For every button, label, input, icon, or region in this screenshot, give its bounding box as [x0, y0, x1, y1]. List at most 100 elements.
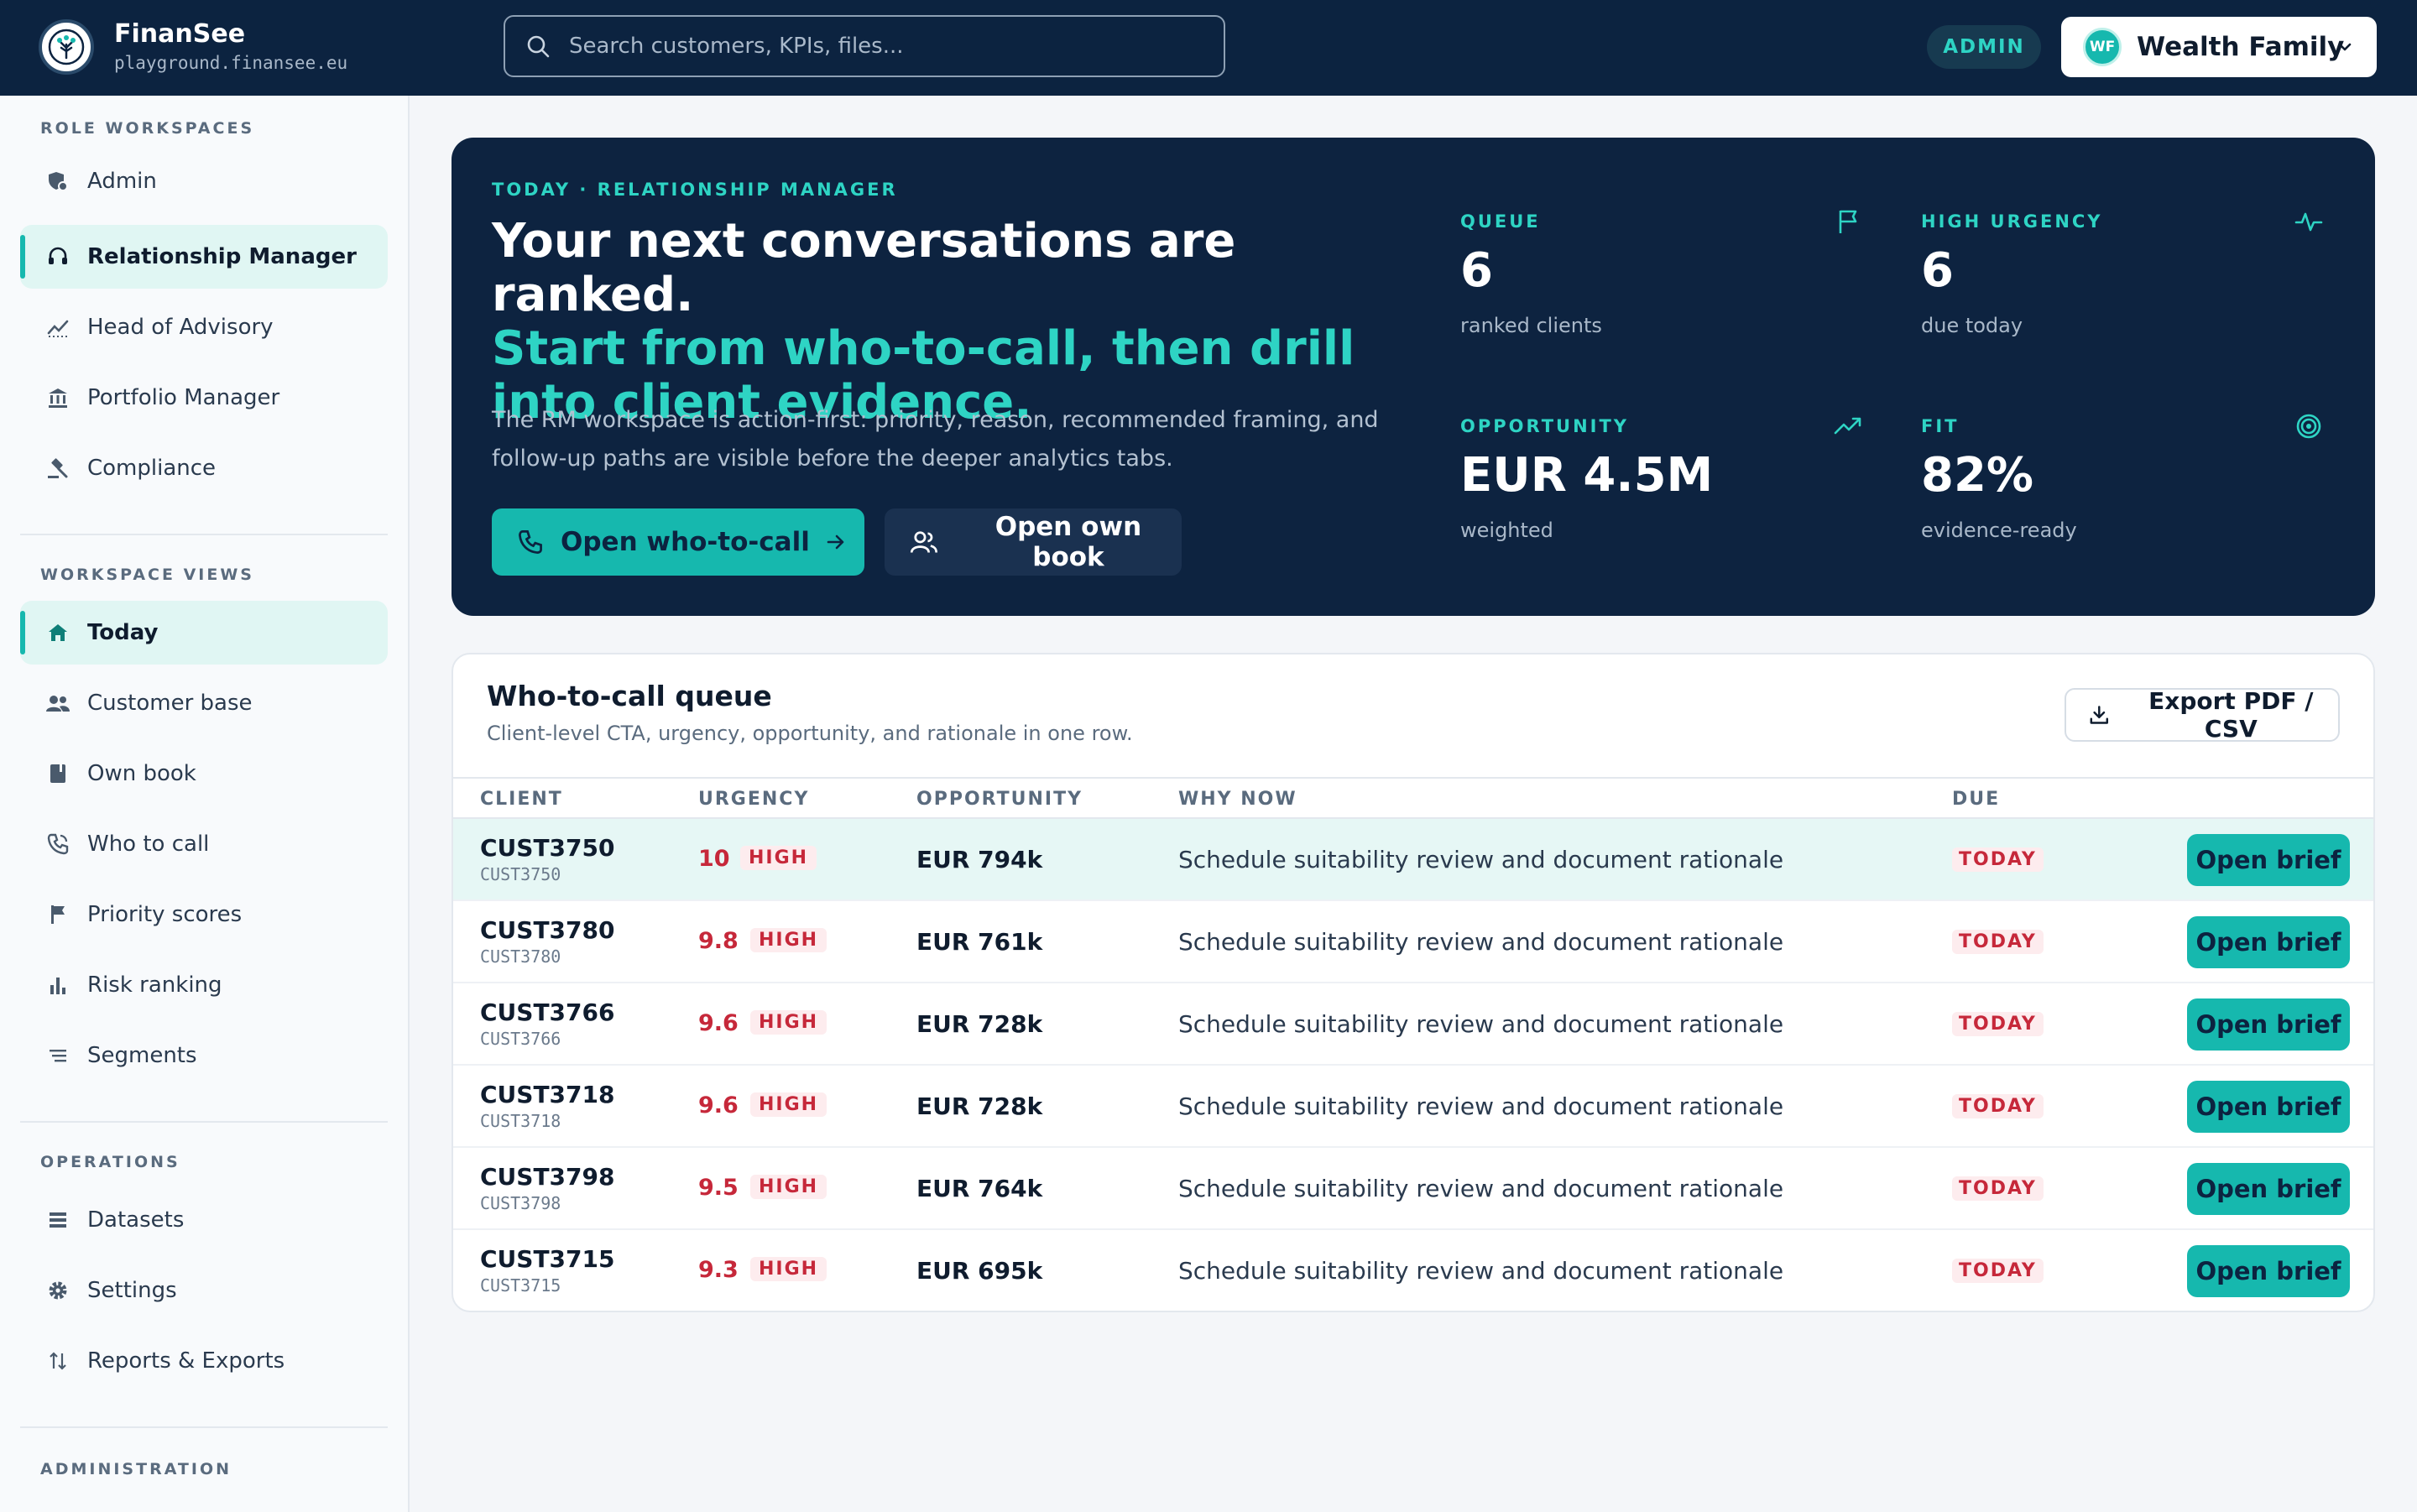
due-badge: TODAY	[1952, 1012, 2044, 1036]
sidebar-item-settings[interactable]: Settings	[20, 1259, 388, 1322]
open-brief-button[interactable]: Open brief	[2187, 1081, 2350, 1133]
opportunity-value: EUR 794k	[916, 846, 1043, 873]
kpi-sub: due today	[1921, 314, 2023, 337]
sidebar-item-label: Admin	[87, 169, 157, 194]
kpi-opportunity: OPPORTUNITY EUR 4.5M weighted	[1460, 416, 1863, 584]
kpi-sub: weighted	[1460, 519, 1553, 542]
open-brief-button[interactable]: Open brief	[2187, 916, 2350, 968]
sidebar-item-segments[interactable]: Segments	[20, 1024, 388, 1087]
open-brief-button[interactable]: Open brief	[2187, 1163, 2350, 1215]
client-id: CUST3750	[480, 834, 615, 862]
brand-domain: playground.finansee.eu	[114, 53, 348, 73]
sidebar-section-title: ADMINISTRATION	[40, 1460, 232, 1478]
kpi-sub: ranked clients	[1460, 314, 1602, 337]
sidebar-item-customer-base[interactable]: Customer base	[20, 671, 388, 735]
card-title: Who-to-call queue	[487, 680, 772, 712]
urgency-badge: HIGH	[750, 928, 827, 952]
search-input[interactable]	[569, 34, 1207, 59]
client-id: CUST3780	[480, 916, 615, 944]
hero-description: The RM workspace is action-first: priori…	[492, 407, 1379, 472]
open-own-book-button[interactable]: Open own book	[885, 508, 1182, 576]
kpi-fit: FIT 82% evidence-ready	[1921, 414, 2324, 584]
why-now-text: Schedule suitability review and document…	[1178, 1092, 1784, 1120]
sidebar-item-head-of-advisory[interactable]: Head of Advisory	[20, 295, 388, 359]
kpi-value: 6	[1921, 243, 1954, 298]
table-row[interactable]: CUST3766 CUST3766 9.6 HIGH EUR 728k Sche…	[453, 983, 2373, 1066]
open-brief-button[interactable]: Open brief	[2187, 1245, 2350, 1297]
sidebar-item-label: Today	[87, 620, 159, 645]
due-badge: TODAY	[1952, 1094, 2044, 1118]
gavel-icon	[45, 456, 70, 481]
kpi-value: EUR 4.5M	[1460, 448, 1714, 503]
urgency-badge: HIGH	[750, 1010, 827, 1035]
sidebar-item-label: Priority scores	[87, 902, 243, 927]
open-who-to-call-label: Open who-to-call	[561, 527, 810, 557]
book-icon	[45, 761, 70, 786]
table-row[interactable]: CUST3715 CUST3715 9.3 HIGH EUR 695k Sche…	[453, 1230, 2373, 1311]
kpi-label: OPPORTUNITY	[1460, 416, 1630, 436]
kpi-label: QUEUE	[1460, 211, 1541, 232]
sidebar-item-label: Relationship Manager	[87, 244, 357, 269]
brand[interactable]: FinanSee playground.finansee.eu	[39, 18, 347, 76]
org-switcher[interactable]: WF Wealth Family	[2061, 17, 2377, 77]
sidebar-item-portfolio-manager[interactable]: Portfolio Manager	[20, 366, 388, 430]
kpi-queue: QUEUE 6 ranked clients	[1460, 210, 1863, 379]
segments-icon	[45, 1043, 70, 1068]
table-row[interactable]: CUST3750 CUST3750 10 HIGH EUR 794k Sched…	[453, 819, 2373, 901]
urgency-score: 9.3	[698, 1257, 739, 1283]
sidebar-item-label: Risk ranking	[87, 972, 222, 998]
sort-arrows-icon	[45, 1348, 70, 1374]
kpi-value: 82%	[1921, 448, 2034, 503]
sidebar-item-reports-exports[interactable]: Reports & Exports	[20, 1329, 388, 1393]
admin-shield-icon	[45, 169, 70, 194]
sidebar-section-title: WORKSPACE VIEWS	[40, 566, 254, 584]
opportunity-value: EUR 728k	[916, 1010, 1043, 1038]
org-name: Wealth Family	[2137, 32, 2345, 62]
sidebar-section-title: ROLE WORKSPACES	[40, 119, 255, 138]
export-button[interactable]: Export PDF / CSV	[2065, 687, 2340, 743]
sidebar-section-title: OPERATIONS	[40, 1153, 180, 1171]
home-icon	[45, 620, 70, 645]
people-icon	[45, 691, 70, 716]
top-bar: FinanSee playground.finansee.eu ADMIN WF…	[0, 0, 2417, 96]
bar-chart-icon	[45, 972, 70, 998]
sidebar-item-risk-ranking[interactable]: Risk ranking	[20, 953, 388, 1017]
headset-icon	[45, 244, 70, 269]
why-now-text: Schedule suitability review and document…	[1178, 1175, 1784, 1202]
why-now-text: Schedule suitability review and document…	[1178, 1257, 1784, 1285]
sidebar-item-today[interactable]: Today	[20, 601, 388, 665]
sidebar-item-priority-scores[interactable]: Priority scores	[20, 883, 388, 946]
kpi-value: 6	[1460, 243, 1493, 298]
sidebar-item-relationship-manager[interactable]: Relationship Manager	[20, 225, 388, 289]
urgency-badge: HIGH	[750, 1092, 827, 1117]
due-badge: TODAY	[1952, 847, 2044, 872]
sidebar-item-datasets[interactable]: Datasets	[20, 1188, 388, 1252]
open-brief-button[interactable]: Open brief	[2187, 998, 2350, 1051]
kpi-label: FIT	[1921, 416, 1960, 436]
flag-icon	[45, 902, 70, 927]
table-row[interactable]: CUST3798 CUST3798 9.5 HIGH EUR 764k Sche…	[453, 1148, 2373, 1230]
sidebar-item-who-to-call[interactable]: Who to call	[20, 812, 388, 876]
trending-up-icon	[1834, 417, 1861, 435]
arrow-right-icon	[827, 534, 844, 550]
sidebar-item-admin[interactable]: Admin	[20, 149, 388, 213]
urgency-score: 9.5	[698, 1175, 739, 1201]
urgency-score: 10	[698, 846, 730, 872]
sidebar-item-label: Portfolio Manager	[87, 385, 280, 410]
search-icon	[527, 35, 550, 58]
target-icon	[2296, 414, 2321, 439]
table-row[interactable]: CUST3718 CUST3718 9.6 HIGH EUR 728k Sche…	[453, 1066, 2373, 1148]
open-brief-button[interactable]: Open brief	[2187, 834, 2350, 886]
sidebar-item-own-book[interactable]: Own book	[20, 742, 388, 806]
opportunity-value: EUR 728k	[916, 1092, 1043, 1120]
open-who-to-call-button[interactable]: Open who-to-call	[492, 508, 864, 576]
hero-headline: Your next conversations are ranked. Star…	[492, 215, 1398, 430]
table-row[interactable]: CUST3780 CUST3780 9.8 HIGH EUR 761k Sche…	[453, 901, 2373, 983]
urgency-score: 9.6	[698, 1092, 739, 1118]
why-now-text: Schedule suitability review and document…	[1178, 1010, 1784, 1038]
opportunity-value: EUR 764k	[916, 1175, 1043, 1202]
hero-panel: TODAY · RELATIONSHIP MANAGER Your next c…	[452, 138, 2375, 616]
sidebar-item-compliance[interactable]: Compliance	[20, 436, 388, 500]
urgency-score: 9.6	[698, 1010, 739, 1036]
search-box[interactable]	[504, 15, 1225, 77]
